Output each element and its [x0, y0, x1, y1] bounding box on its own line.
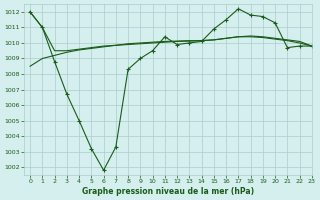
X-axis label: Graphe pression niveau de la mer (hPa): Graphe pression niveau de la mer (hPa)	[82, 187, 254, 196]
